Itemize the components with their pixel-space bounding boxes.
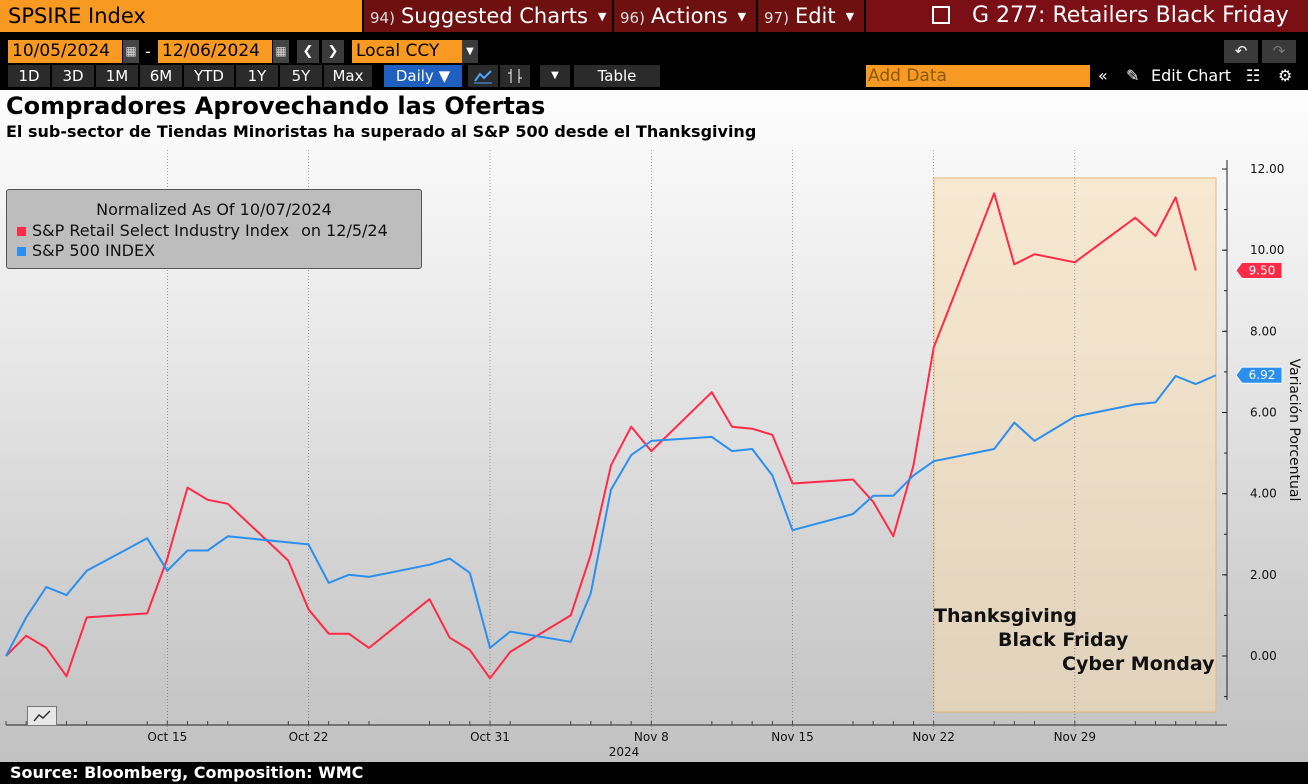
range-button-1m[interactable]: 1M	[96, 65, 138, 87]
source-footnote: Source: Bloomberg, Composition: WMC	[10, 763, 364, 782]
range-button-1d[interactable]: 1D	[8, 65, 50, 87]
suggested-charts-menu[interactable]: 94) Suggested Charts ▼	[364, 0, 612, 32]
menu-number: 97)	[764, 9, 789, 27]
edit-menu[interactable]: 97) Edit ▼	[758, 0, 864, 32]
x-tick-label: Oct 15	[147, 730, 187, 744]
next-arrow-icon[interactable]: ❯	[322, 40, 344, 63]
start-date-field[interactable]: 10/05/2024	[8, 40, 122, 63]
calendar-icon[interactable]: ▦	[273, 40, 289, 63]
legend-swatch	[17, 227, 26, 236]
y-tick-label: 4.00	[1250, 487, 1277, 501]
calendar-icon[interactable]: ▦	[123, 40, 139, 63]
annotation-thanksgiving: Thanksgiving	[934, 605, 1077, 627]
chart-name: G 277: Retailers Black Friday	[972, 3, 1289, 28]
menu-number: 94)	[370, 9, 395, 27]
legend-label: S&P 500 INDEX	[32, 241, 156, 260]
last-value-badge	[1235, 262, 1283, 279]
table-button[interactable]: Table	[574, 65, 660, 87]
add-data-input[interactable]	[866, 65, 1090, 87]
candlestick-icon[interactable]	[500, 65, 530, 87]
menu-label: Suggested Charts	[400, 4, 588, 28]
menu-label: Actions	[650, 4, 728, 28]
annotation-black-friday: Black Friday	[998, 629, 1129, 651]
redo-icon[interactable]: ↷	[1262, 40, 1296, 63]
y-tick-label: 8.00	[1250, 324, 1277, 338]
range-button-5y[interactable]: 5Y	[280, 65, 322, 87]
legend-note: on 12/5/24	[301, 221, 388, 240]
annotation-cyber-monday: Cyber Monday	[1062, 653, 1215, 675]
range-button-6m[interactable]: 6M	[140, 65, 182, 87]
range-button-1y[interactable]: 1Y	[236, 65, 278, 87]
mini-chart-icon[interactable]	[27, 706, 57, 726]
frequency-select[interactable]: Daily ▼	[384, 65, 462, 87]
x-tick-label: Nov 29	[1054, 730, 1097, 744]
caret-down-icon: ▼	[845, 10, 855, 23]
series-line-retail	[5, 192, 1197, 680]
y-tick-label: 6.00	[1250, 406, 1277, 420]
end-date-field[interactable]: 12/06/2024	[158, 40, 272, 63]
x-year-label: 2024	[609, 745, 640, 759]
x-tick-label: Nov 8	[634, 730, 669, 744]
y-axis-title: Variación Porcentual	[1286, 359, 1302, 502]
chart-subtitle: El sub-sector de Tiendas Minoristas ha s…	[6, 122, 757, 141]
menu-label: Edit	[794, 4, 836, 28]
menu-number: 96)	[620, 9, 645, 27]
line-chart: 12.00 10.00 8.00 6.00 4.00 2.00 0.00 Oct 15 Oct …	[5, 150, 1302, 759]
series-line-sp500	[5, 374, 1217, 657]
x-tick-label: Nov 15	[771, 730, 814, 744]
caret-down-icon[interactable]: ▼	[462, 40, 478, 63]
caret-down-icon: ▼	[597, 10, 607, 23]
caret-down-icon: ▼	[737, 10, 747, 23]
ticker-field[interactable]: SPSIRE Index	[0, 0, 362, 32]
date-separator: -	[145, 42, 151, 61]
last-value-label: 9.50	[1249, 263, 1276, 277]
legend-item-retail[interactable]: S&P Retail Select Industry Index on 12/5/…	[17, 221, 388, 240]
actions-menu[interactable]: 96) Actions ▼	[614, 0, 756, 32]
line-chart-icon[interactable]	[468, 65, 498, 87]
currency-select[interactable]: Local CCY	[352, 40, 462, 63]
x-tick-label: Oct 31	[470, 730, 510, 744]
legend-item-sp500[interactable]: S&P 500 INDEX	[17, 241, 155, 260]
undo-icon[interactable]: ↶	[1224, 40, 1258, 63]
chart-name-bar: G 277: Retailers Black Friday	[866, 0, 1308, 32]
pencil-icon[interactable]: ✎	[1126, 66, 1140, 85]
legend-swatch	[17, 247, 26, 256]
x-tick-label: Nov 22	[912, 730, 955, 744]
y-tick-label: 0.00	[1250, 649, 1277, 663]
x-tick-label: Oct 22	[289, 730, 329, 744]
y-tick-label: 12.00	[1250, 162, 1284, 176]
chart-title: Compradores Aprovechando las Ofertas	[6, 92, 546, 120]
legend-label: S&P Retail Select Industry Index	[32, 221, 290, 240]
settings-list-icon[interactable]: ☷	[1246, 66, 1261, 85]
external-link-icon[interactable]	[932, 6, 950, 24]
range-button-3d[interactable]: 3D	[52, 65, 94, 87]
edit-chart-button[interactable]: Edit Chart	[1151, 66, 1232, 85]
caret-down-icon[interactable]: ▼	[540, 65, 570, 87]
collapse-icon[interactable]: «	[1098, 66, 1108, 85]
gear-icon[interactable]: ⚙	[1278, 66, 1293, 85]
previous-arrow-icon[interactable]: ❮	[297, 40, 319, 63]
range-button-ytd[interactable]: YTD	[184, 65, 234, 87]
y-tick-label: 2.00	[1250, 568, 1277, 582]
last-value-badge	[1235, 366, 1283, 384]
y-tick-label: 10.00	[1250, 243, 1284, 257]
legend-header: Normalized As Of 10/07/2024	[96, 200, 332, 219]
range-button-max[interactable]: Max	[324, 65, 372, 87]
chart-legend[interactable]: Normalized As Of 10/07/2024 S&P Retail S…	[6, 189, 422, 269]
last-value-label: 6.92	[1249, 368, 1276, 382]
